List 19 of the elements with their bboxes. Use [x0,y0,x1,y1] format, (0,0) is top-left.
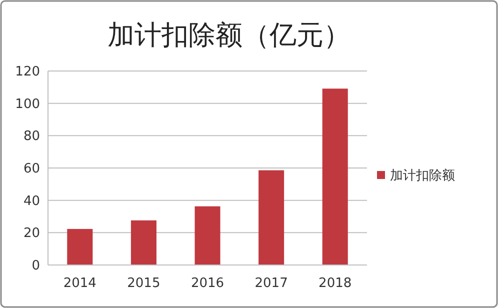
y-tick-label: 20 [23,226,40,242]
x-tick-label: 2016 [190,276,224,291]
y-tick-label: 60 [23,162,40,177]
bar [67,228,93,265]
y-tick-label: 40 [23,194,40,209]
x-tick-label: 2018 [318,276,352,291]
bar [258,170,284,265]
bar [130,220,156,265]
bar [194,206,220,265]
y-tick-label: 80 [23,129,40,144]
y-tick-label: 0 [32,258,40,274]
chart-title: 加计扣除额（亿元） [108,20,350,51]
x-tick-label: 2017 [254,276,288,291]
y-tick-label: 100 [15,96,40,112]
legend-label: 加计扣除额 [390,168,455,184]
x-tick-label: 2014 [63,276,96,291]
x-tick-label: 2015 [127,276,160,291]
bar [322,88,348,265]
y-tick-label: 120 [15,64,40,80]
